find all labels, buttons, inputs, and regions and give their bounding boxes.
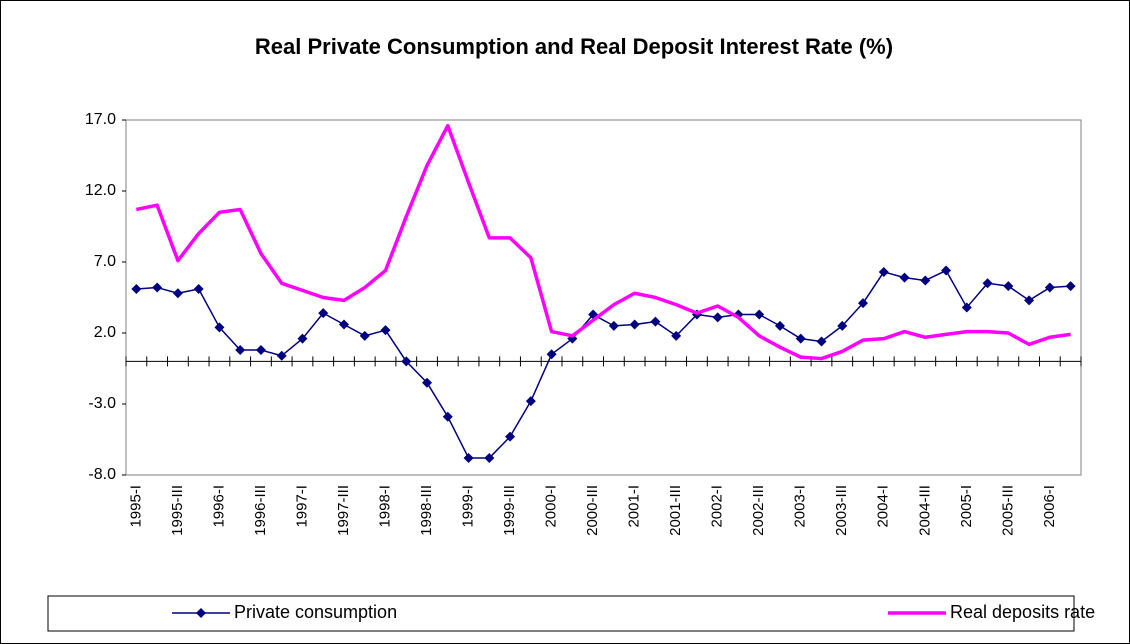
point-marker xyxy=(982,278,993,289)
x-tick-label: 2001-I xyxy=(626,485,643,528)
x-tick-label: 2002-I xyxy=(709,485,726,528)
point-marker xyxy=(608,320,619,331)
y-tick-label: 2.0 xyxy=(94,324,116,341)
series-line xyxy=(136,269,1071,459)
legend-label: Private consumption xyxy=(234,602,397,622)
x-tick-label: 2001-III xyxy=(667,485,684,536)
point-marker xyxy=(1024,295,1035,306)
point-marker xyxy=(629,319,640,330)
point-marker xyxy=(712,312,723,323)
point-marker xyxy=(297,333,308,344)
x-tick-label: 2002-III xyxy=(750,485,767,536)
point-marker xyxy=(463,452,474,463)
x-tick-label: 2003-I xyxy=(792,485,809,528)
point-marker xyxy=(505,431,516,442)
point-marker xyxy=(1003,281,1014,292)
point-marker xyxy=(235,345,246,356)
y-tick-label: 12.0 xyxy=(85,182,116,199)
x-tick-label: 2000-III xyxy=(584,485,601,536)
point-marker xyxy=(276,350,287,361)
point-marker xyxy=(920,275,931,286)
y-tick-label: -3.0 xyxy=(88,395,116,412)
y-tick-label: 17.0 xyxy=(85,111,116,128)
x-tick-label: 2005-III xyxy=(999,485,1016,536)
x-tick-label: 1998-III xyxy=(418,485,435,536)
point-marker xyxy=(650,316,661,327)
x-tick-label: 1999-III xyxy=(501,485,518,536)
point-marker xyxy=(484,452,495,463)
point-marker xyxy=(546,349,557,360)
point-marker xyxy=(401,356,412,367)
point-marker xyxy=(858,298,869,309)
legend-label: Real deposits rate xyxy=(950,602,1095,622)
point-marker xyxy=(1065,281,1076,292)
x-tick-label: 2005-I xyxy=(958,485,975,528)
point-marker xyxy=(422,377,433,388)
x-tick-label: 1995-I xyxy=(127,485,144,528)
point-marker xyxy=(774,320,785,331)
point-marker xyxy=(214,322,225,333)
point-marker xyxy=(152,282,163,293)
chart-title: Real Private Consumption and Real Deposi… xyxy=(255,34,893,59)
point-marker xyxy=(318,308,329,319)
point-marker xyxy=(442,411,453,422)
point-marker xyxy=(255,345,266,356)
x-tick-label: 1997-III xyxy=(335,485,352,536)
point-marker xyxy=(754,309,765,320)
point-marker xyxy=(837,320,848,331)
y-tick-label: 7.0 xyxy=(94,253,116,270)
point-marker xyxy=(172,288,183,299)
point-marker xyxy=(816,336,827,347)
y-tick-label: -8.0 xyxy=(88,466,116,483)
point-marker xyxy=(525,396,536,407)
point-marker xyxy=(961,302,972,313)
x-tick-label: 2004-I xyxy=(875,485,892,528)
plot-area xyxy=(125,119,1082,476)
point-marker xyxy=(671,330,682,341)
point-marker xyxy=(899,272,910,283)
x-tick-label: 1998-I xyxy=(376,485,393,528)
point-marker xyxy=(193,283,204,294)
point-marker xyxy=(380,325,391,336)
x-tick-label: 1996-III xyxy=(252,485,269,536)
x-tick-label: 1997-I xyxy=(293,485,310,528)
series-line xyxy=(136,123,1071,361)
point-marker xyxy=(1044,282,1055,293)
x-tick-label: 2003-III xyxy=(833,485,850,536)
legend-marker xyxy=(196,608,206,618)
point-marker xyxy=(878,266,889,277)
x-tick-label: 2004-III xyxy=(916,485,933,536)
point-marker xyxy=(338,319,349,330)
x-tick-label: 2006-I xyxy=(1041,485,1058,528)
x-tick-label: 1996-I xyxy=(210,485,227,528)
point-marker xyxy=(941,265,952,276)
point-marker xyxy=(795,333,806,344)
x-tick-label: 1995-III xyxy=(169,485,186,536)
point-marker xyxy=(131,283,142,294)
x-tick-label: 2000-I xyxy=(543,485,560,528)
x-tick-label: 1999-I xyxy=(460,485,477,528)
point-marker xyxy=(359,330,370,341)
